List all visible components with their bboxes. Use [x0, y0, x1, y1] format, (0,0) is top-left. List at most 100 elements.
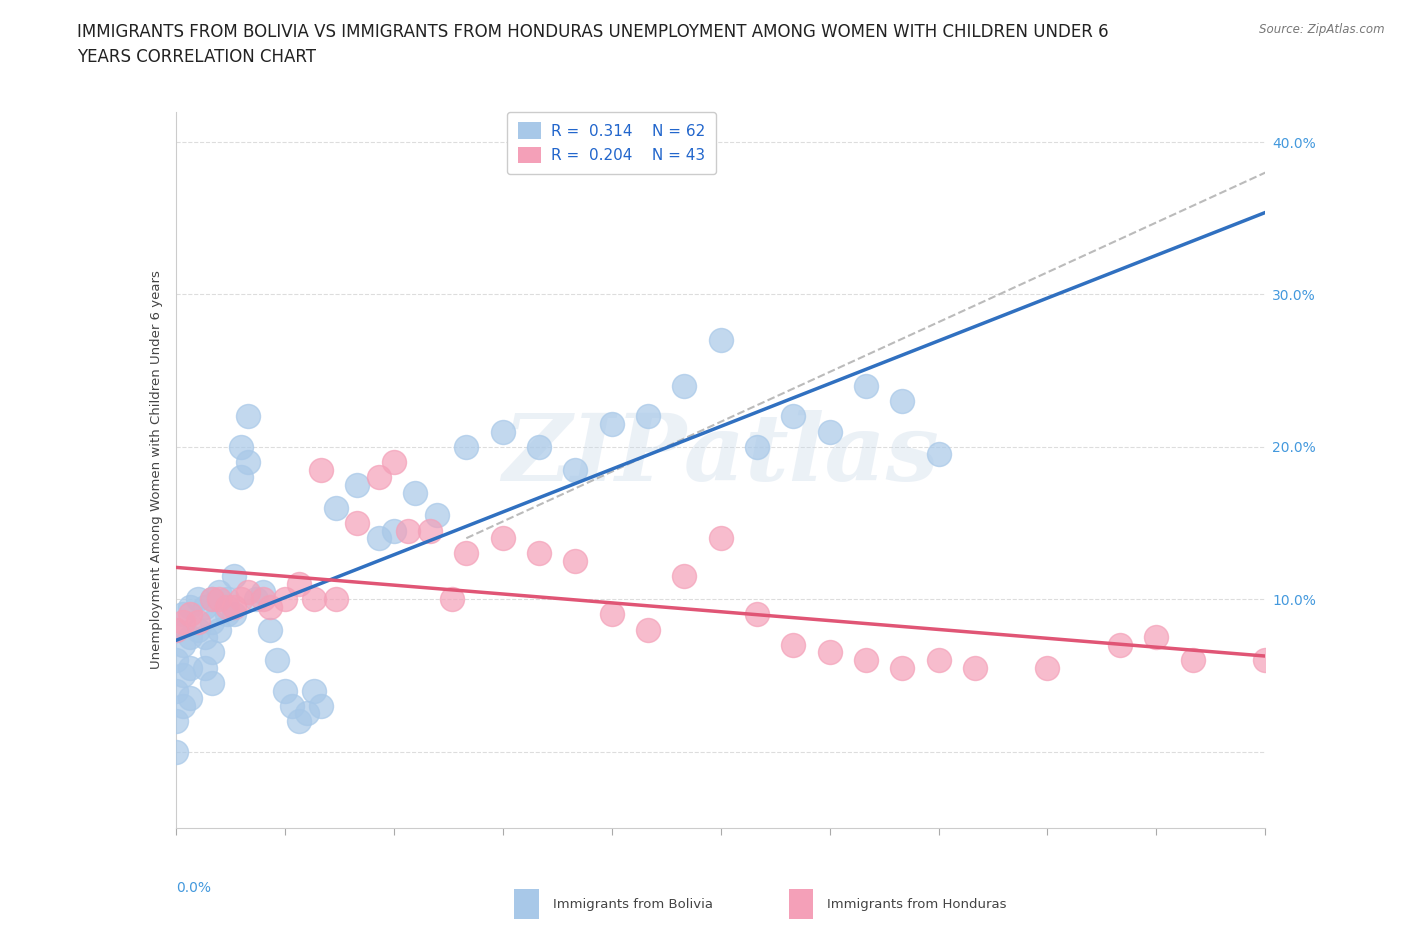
Point [325, 500, 347, 515]
Y-axis label: Unemployment Among Women with Children Under 6 years: Unemployment Among Women with Children U… [149, 271, 163, 669]
Point [245, 591, 267, 606]
Point [165, 713, 187, 728]
Point [186, 615, 209, 630]
Point [673, 569, 696, 584]
Point [165, 684, 187, 698]
Point [782, 637, 804, 652]
Point [208, 591, 231, 606]
Legend: R =  0.314    N = 62, R =  0.204    N = 43: R = 0.314 N = 62, R = 0.204 N = 43 [508, 112, 716, 174]
Point [222, 569, 245, 584]
Point [194, 660, 217, 675]
Point [419, 524, 441, 538]
Text: Source: ZipAtlas.com: Source: ZipAtlas.com [1260, 23, 1385, 36]
Point [527, 546, 550, 561]
Point [179, 607, 201, 622]
Point [928, 653, 950, 668]
Point [231, 470, 253, 485]
Point [231, 439, 253, 454]
Point [368, 470, 391, 485]
Point [201, 591, 224, 606]
Point [215, 607, 238, 622]
Point [710, 333, 733, 348]
Point [302, 591, 325, 606]
Point [855, 379, 877, 393]
Point [818, 645, 841, 660]
Point [172, 637, 194, 652]
Point [891, 393, 914, 408]
Point [201, 645, 224, 660]
Point [238, 409, 260, 424]
Point [266, 653, 288, 668]
Point [673, 379, 696, 393]
Point [346, 515, 368, 530]
Point [382, 455, 405, 470]
Point [179, 630, 201, 644]
Point [891, 660, 914, 675]
Point [1181, 653, 1204, 668]
Text: Immigrants from Bolivia: Immigrants from Bolivia [553, 898, 713, 911]
Point [194, 630, 217, 644]
Point [963, 660, 986, 675]
Point [1146, 630, 1168, 644]
Point [201, 591, 224, 606]
Point [179, 660, 201, 675]
Point [1036, 660, 1059, 675]
Point [165, 622, 187, 637]
Point [440, 591, 463, 606]
Point [405, 485, 427, 500]
Point [215, 599, 238, 614]
Point [782, 409, 804, 424]
Point [208, 584, 231, 599]
Point [172, 607, 194, 622]
Point [165, 744, 187, 759]
Point [194, 599, 217, 614]
Point [252, 591, 274, 606]
Point [637, 622, 659, 637]
Point [309, 698, 332, 713]
Point [456, 439, 478, 454]
Point [179, 599, 201, 614]
Point [288, 577, 311, 591]
Point [745, 439, 768, 454]
Point [1254, 653, 1277, 668]
Text: ZIPatlas: ZIPatlas [502, 410, 939, 500]
Point [492, 531, 515, 546]
Point [637, 409, 659, 424]
Point [928, 447, 950, 462]
Point [201, 675, 224, 690]
Point [208, 622, 231, 637]
Point [274, 684, 297, 698]
Point [201, 615, 224, 630]
Point [309, 462, 332, 477]
Point [288, 713, 311, 728]
Point [368, 531, 391, 546]
Point [564, 553, 586, 568]
Point [179, 691, 201, 706]
Point [302, 684, 325, 698]
Point [186, 591, 209, 606]
Point [396, 524, 419, 538]
Point [186, 622, 209, 637]
Point [600, 417, 623, 432]
Point [346, 477, 368, 492]
Point [172, 698, 194, 713]
Text: Immigrants from Honduras: Immigrants from Honduras [827, 898, 1007, 911]
Point [259, 622, 281, 637]
Point [222, 607, 245, 622]
Point [259, 599, 281, 614]
Point [172, 668, 194, 683]
Point [527, 439, 550, 454]
Point [600, 607, 623, 622]
Point [710, 531, 733, 546]
Point [855, 653, 877, 668]
Point [238, 584, 260, 599]
Point [818, 424, 841, 439]
Point [252, 584, 274, 599]
Point [281, 698, 304, 713]
Point [172, 615, 194, 630]
Point [456, 546, 478, 561]
Text: 0.0%: 0.0% [176, 882, 211, 896]
Point [222, 599, 245, 614]
Point [215, 591, 238, 606]
Point [492, 424, 515, 439]
